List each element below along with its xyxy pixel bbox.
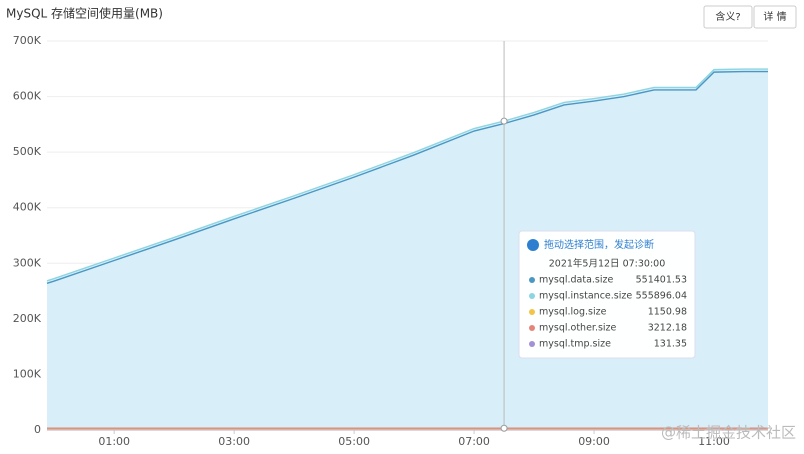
y-tick-label: 100K bbox=[13, 367, 42, 380]
series-line bbox=[46, 70, 768, 284]
x-tick-label: 03:00 bbox=[218, 435, 250, 448]
legend-dot bbox=[529, 341, 535, 347]
hover-point bbox=[500, 424, 508, 432]
legend-dot bbox=[529, 293, 535, 299]
y-tick-label: 0 bbox=[34, 423, 41, 436]
legend-label: mysql.other.size bbox=[539, 323, 617, 334]
legend-dot bbox=[529, 277, 535, 283]
legend-label: mysql.tmp.size bbox=[539, 339, 611, 350]
hover-point bbox=[500, 117, 508, 125]
y-tick-label: 500K bbox=[13, 145, 42, 158]
tooltip-value: 3212.18 bbox=[648, 323, 687, 334]
tooltip-title: 2021年5月12日 07:30:00 bbox=[549, 258, 666, 270]
y-tick-label: 700K bbox=[13, 34, 42, 47]
tooltip-value: 131.35 bbox=[654, 339, 687, 350]
tooltip-header: 拖动选择范围，发起诊断 bbox=[544, 238, 654, 251]
x-tick-label: 09:00 bbox=[578, 435, 610, 448]
legend-label: mysql.data.size bbox=[539, 275, 614, 286]
tooltip-value: 551401.53 bbox=[636, 275, 687, 286]
tooltip-value: 555896.04 bbox=[636, 291, 687, 302]
y-tick-label: 200K bbox=[13, 312, 42, 325]
x-tick-label: 01:00 bbox=[98, 435, 130, 448]
meaning-button[interactable] bbox=[703, 5, 753, 29]
legend-label: mysql.instance.size bbox=[539, 291, 632, 302]
legend-dot bbox=[529, 325, 535, 331]
chart-title: MySQL 存储空间使用量(MB) bbox=[6, 6, 163, 21]
x-tick-label: 11:00 bbox=[698, 435, 730, 448]
info-icon bbox=[527, 239, 539, 251]
detail-button[interactable] bbox=[753, 5, 797, 29]
y-tick-label: 300K bbox=[13, 256, 42, 269]
x-tick-label: 05:00 bbox=[338, 435, 370, 448]
tooltip-value: 1150.98 bbox=[648, 307, 687, 318]
tooltip bbox=[518, 230, 696, 359]
series-line bbox=[46, 68, 768, 282]
legend-label: mysql.log.size bbox=[539, 307, 607, 318]
watermark: @稀土掘金技术社区 bbox=[661, 424, 796, 442]
y-tick-label: 400K bbox=[13, 201, 42, 214]
detail-label[interactable]: 详 情 bbox=[763, 10, 786, 23]
x-tick-label: 07:00 bbox=[458, 435, 490, 448]
y-tick-label: 600K bbox=[13, 90, 42, 103]
legend-dot bbox=[529, 309, 535, 315]
meaning-label[interactable]: 含义? bbox=[715, 10, 740, 23]
